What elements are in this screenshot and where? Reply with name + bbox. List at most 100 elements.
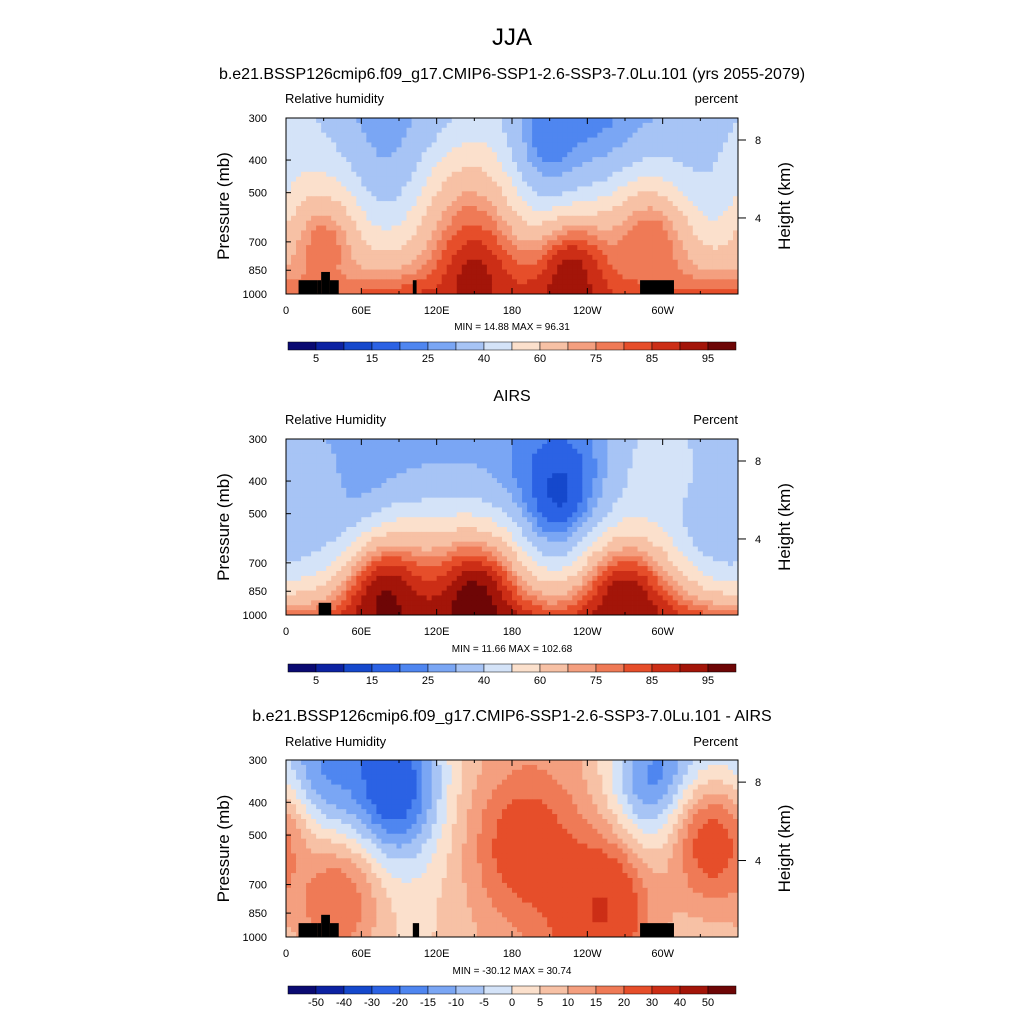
field-cell [426,186,433,192]
field-cell [547,478,553,484]
field-cell [381,289,387,295]
field-cell [622,264,628,270]
field-cell [732,458,739,464]
field-cell [286,522,292,528]
field-cell [592,181,598,187]
field-cell [436,118,443,124]
field-cell [667,483,674,489]
field-cell [311,137,317,143]
field-cell [592,254,598,261]
field-cell [446,483,453,489]
field-cell [376,206,382,212]
field-cell [672,147,679,153]
field-cell [612,176,618,182]
field-cell [411,230,417,236]
field-cell [677,186,684,192]
field-cell [496,230,503,236]
field-cell [391,527,397,533]
field-cell [476,220,483,226]
field-cell [486,127,493,134]
field-cell [346,473,352,479]
field-cell [451,201,458,207]
field-cell [692,191,699,197]
field-cell [391,487,397,494]
field-cell [727,443,734,450]
field-cell [517,478,523,484]
field-cell [587,289,593,295]
field-cell [707,439,714,445]
field-cell [351,439,357,445]
field-cell [351,152,357,158]
field-cell [431,186,438,192]
field-cell [491,240,498,246]
field-cell [712,274,719,280]
field-cell [396,127,402,134]
field-cell [446,453,453,459]
field-cell [542,230,548,236]
field-cell [486,235,493,241]
field-cell [687,487,694,494]
field-cell [381,215,387,222]
field-cell [286,289,292,295]
field-cell [411,259,417,266]
field-cell [366,176,372,182]
field-cell [582,152,588,158]
field-cell [512,522,518,528]
field-cell [567,147,573,153]
field-cell [732,196,739,202]
field-cell [667,259,674,266]
field-cell [622,147,628,153]
field-cell [562,191,568,197]
field-cell [682,507,689,513]
field-cell [647,162,654,168]
field-cell [506,512,513,518]
field-cell [406,186,412,192]
field-cell [476,201,483,207]
field-cell [727,473,734,479]
field-cell [336,142,342,148]
field-cell [341,250,347,256]
field-cell [712,245,719,251]
field-cell [682,220,689,226]
field-cell [451,152,458,158]
field-cell [652,142,659,148]
field-cell [356,487,362,494]
field-cell [396,512,402,518]
field-cell [722,122,729,129]
field-cell [517,152,523,158]
field-cell [311,473,317,479]
field-cell [582,448,588,455]
field-cell [512,118,518,124]
field-cell [612,240,618,246]
field-cell [642,147,648,153]
field-cell [491,492,498,499]
field-cell [722,220,729,226]
field-cell [506,215,513,222]
field-cell [562,245,568,251]
colorbar-box [707,341,737,351]
field-cell [491,166,498,173]
field-cell [401,439,407,445]
field-cell [411,453,417,459]
field-cell [291,487,297,494]
field-cell [491,259,498,266]
field-cell [366,132,372,138]
field-cell [476,483,483,489]
field-cell [306,483,312,489]
field-cell [386,157,392,163]
field-cell [667,473,674,479]
field-cell [336,463,342,469]
field-cell [346,122,352,129]
field-cell [662,264,669,270]
field-cell [557,225,563,231]
field-cell [717,453,724,459]
field-cell [316,206,322,212]
field-cell [401,502,407,508]
field-cell [381,127,387,134]
field-cell [592,522,598,528]
field-cell [697,473,704,479]
field-cell [451,527,458,533]
field-cell [496,463,503,469]
field-cell [667,220,674,226]
field-cell [602,439,608,445]
